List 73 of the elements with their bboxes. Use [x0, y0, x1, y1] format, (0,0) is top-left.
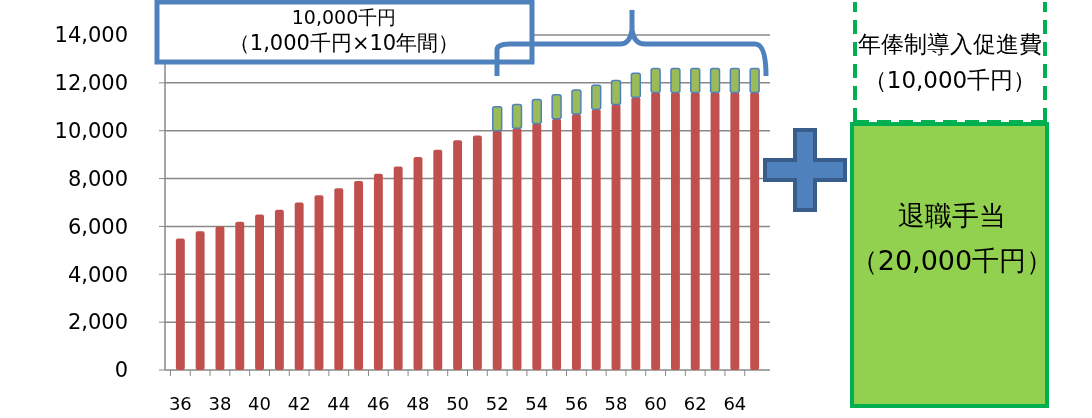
- x-tick-label: 36: [168, 393, 192, 414]
- bar: [274, 209, 284, 370]
- bar: [630, 72, 642, 98]
- annotation: （1,000千円×10年間）: [228, 31, 460, 55]
- bar: [651, 92, 661, 370]
- bar: [492, 130, 502, 370]
- bar: [393, 166, 403, 370]
- bar: [670, 92, 680, 370]
- bar: [650, 67, 661, 94]
- bar: [354, 180, 364, 370]
- x-tick-label: 64: [723, 393, 747, 414]
- bar: [709, 67, 721, 94]
- y-tick-label: 4,000: [67, 262, 128, 287]
- bar: [611, 104, 621, 370]
- bar: [551, 94, 562, 120]
- bar: [255, 214, 265, 370]
- bar: [531, 98, 543, 125]
- bar: [749, 67, 760, 94]
- x-tick-label: 52: [485, 393, 509, 414]
- bar: [631, 97, 641, 370]
- y-tick-label: 8,000: [67, 166, 128, 191]
- bar: [235, 221, 245, 370]
- bar: [730, 92, 740, 370]
- x-tick-label: 38: [208, 393, 232, 414]
- bar: [175, 238, 185, 370]
- y-tick-label: 0: [114, 358, 128, 383]
- bar: [294, 202, 304, 370]
- bar: [511, 103, 523, 130]
- x-tick-label: 56: [564, 393, 588, 414]
- x-tick-label: 60: [644, 393, 668, 414]
- x-tick-label: 42: [287, 393, 311, 414]
- text: 年俸制導入促進費: [858, 31, 1042, 57]
- text: （10,000千円）: [863, 67, 1037, 93]
- bar: [472, 135, 482, 370]
- text: 退職手当: [898, 200, 1006, 231]
- bar: [453, 140, 463, 370]
- y-tick-label: 12,000: [54, 71, 128, 96]
- bar: [334, 188, 344, 370]
- bar: [670, 67, 681, 94]
- bar: [710, 92, 720, 370]
- bar: [373, 173, 383, 370]
- y-tick-label: 6,000: [67, 214, 128, 239]
- bar: [729, 67, 741, 94]
- y-tick-label: 10,000: [54, 119, 128, 144]
- x-tick-label: 44: [327, 393, 351, 414]
- bar: [591, 84, 602, 110]
- x-tick-label: 54: [525, 393, 549, 414]
- bar: [532, 123, 542, 370]
- bar: [314, 195, 324, 370]
- bar: [750, 92, 760, 370]
- bar: [571, 113, 581, 370]
- x-tick-label: 40: [248, 393, 272, 414]
- bar: [571, 89, 582, 115]
- bar: [610, 79, 622, 106]
- bar: [492, 106, 503, 132]
- bar: [591, 109, 601, 370]
- x-tick-label: 62: [683, 393, 707, 414]
- x-tick-label: 58: [604, 393, 628, 414]
- bar: [690, 92, 700, 370]
- bar: [433, 149, 443, 370]
- x-tick-label: 50: [446, 393, 470, 414]
- bar: [215, 226, 225, 370]
- bar: [195, 231, 205, 370]
- bar: [512, 128, 522, 370]
- y-tick-label: 14,000: [54, 23, 128, 48]
- y-tick-label: 2,000: [67, 310, 128, 335]
- text: 10,000千円: [291, 6, 397, 28]
- x-tick-label: 48: [406, 393, 430, 414]
- x-tick-label: 46: [366, 393, 390, 414]
- bar: [690, 67, 701, 94]
- bar: [413, 157, 423, 370]
- text: （20,000千円）: [850, 245, 1054, 276]
- bar: [552, 118, 562, 370]
